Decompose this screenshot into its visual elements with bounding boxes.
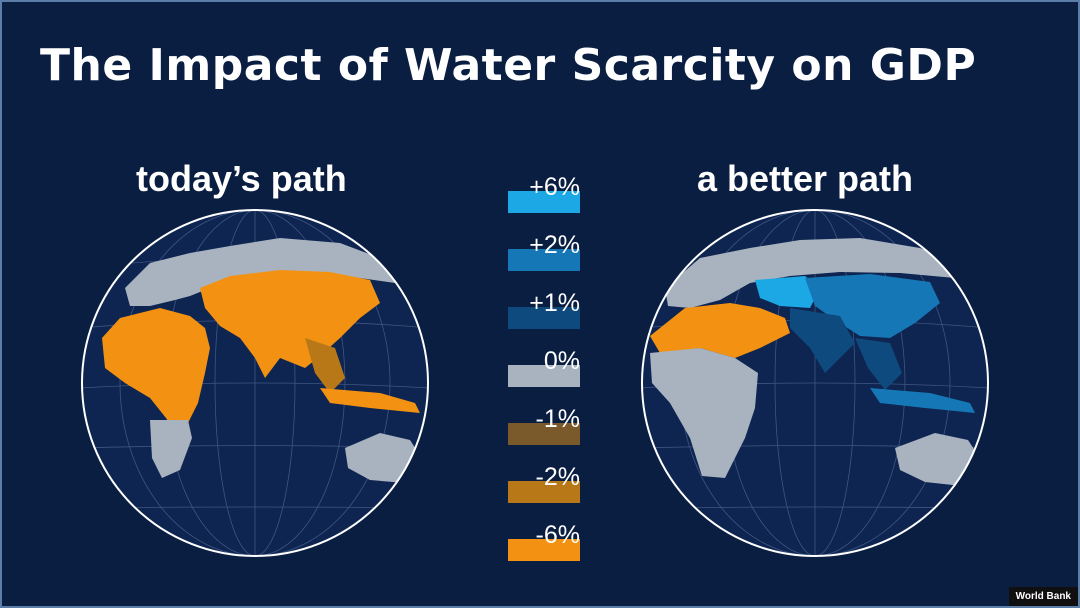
region-indonesia: [320, 388, 420, 413]
legend-item-plus-2: +2%: [508, 231, 588, 291]
region-southeast-asia: [855, 338, 902, 390]
legend: +6% +2% +1% 0% -1% -2% -6%: [508, 173, 588, 581]
source-credit: World Bank: [1008, 587, 1078, 606]
slide-title: The Impact of Water Scarcity on GDP: [40, 40, 977, 91]
legend-label: -6%: [535, 521, 580, 549]
map-label-todays-path: today’s path: [136, 158, 347, 199]
legend-item-minus-2: -2%: [508, 463, 588, 523]
region-europe-russia: [125, 238, 400, 306]
region-central-asia: [755, 276, 820, 308]
legend-swatch: [508, 481, 580, 503]
legend-item-plus-1: +1%: [508, 289, 588, 349]
legend-label: +1%: [529, 289, 580, 317]
region-indonesia: [870, 388, 975, 413]
legend-swatch: [508, 365, 580, 387]
legend-swatch: [508, 539, 580, 561]
legend-item-zero: 0%: [508, 347, 588, 407]
region-southeast-asia: [305, 338, 345, 393]
region-africa: [650, 348, 758, 478]
legend-label: +6%: [529, 173, 580, 201]
legend-label: +2%: [529, 231, 580, 259]
legend-swatch: [508, 191, 580, 213]
region-southern-africa: [150, 420, 192, 478]
legend-item-minus-1: -1%: [508, 405, 588, 465]
legend-label: -1%: [535, 405, 580, 433]
globe-todays-path: [81, 209, 429, 557]
globe-better-path: [641, 209, 989, 557]
map-label-better-path: a better path: [697, 158, 914, 199]
legend-label: -2%: [535, 463, 580, 491]
legend-item-minus-6: -6%: [508, 521, 588, 581]
legend-item-plus-6: +6%: [508, 173, 588, 233]
legend-swatch: [508, 249, 580, 271]
region-middle-east-north-africa: [650, 303, 790, 358]
legend-swatch: [508, 423, 580, 445]
region-asia: [200, 270, 380, 378]
legend-swatch: [508, 307, 580, 329]
legend-label: 0%: [543, 347, 580, 375]
region-north-africa: [102, 308, 210, 423]
region-south-asia: [790, 308, 855, 373]
region-europe-russia: [665, 238, 960, 308]
